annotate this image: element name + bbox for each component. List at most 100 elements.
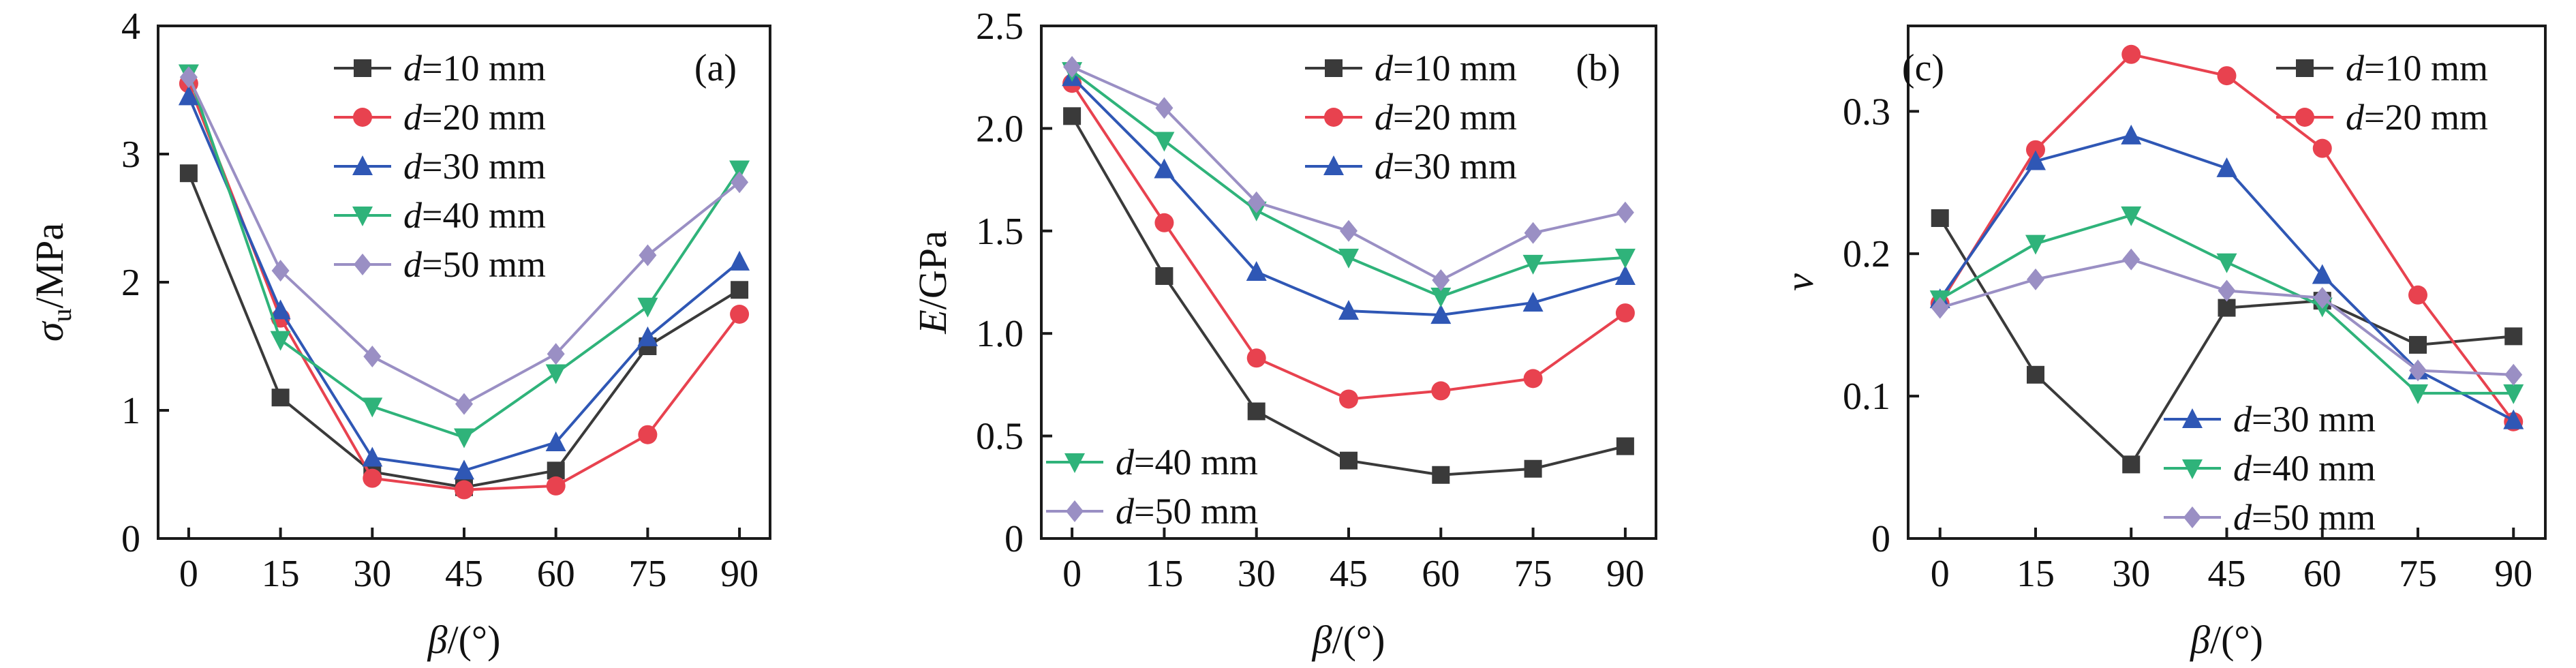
- data-point-d20: [363, 468, 382, 488]
- x-tick-label: 60: [2303, 553, 2342, 595]
- legend-label-d20: d=20 mm: [403, 97, 546, 138]
- data-point-d30: [1338, 300, 1359, 320]
- legend-marker-d10: [1325, 59, 1343, 77]
- data-point-d20: [2217, 66, 2237, 86]
- data-point-d20: [455, 480, 474, 500]
- data-point-d20: [2408, 285, 2427, 305]
- series-line-d10: [1071, 115, 1626, 476]
- data-point-d50: [271, 260, 290, 282]
- y-tick-label: 0.5: [976, 416, 1024, 458]
- legend-label-d10: d=10 mm: [403, 48, 546, 89]
- data-point-d50: [1931, 297, 1949, 319]
- legend: d=10 mm d=20 mm: [2276, 48, 2488, 138]
- y-tick-label: 0: [1005, 518, 1024, 560]
- data-point-d50: [2122, 248, 2141, 271]
- x-tick-label: 0: [179, 553, 198, 595]
- data-point-d20: [730, 305, 750, 324]
- data-point-d50: [2313, 286, 2331, 309]
- legend-label-d30: d=30 mm: [403, 146, 546, 187]
- legend-label-d20: d=20 mm: [1375, 97, 1517, 138]
- y-tick-label: 4: [121, 5, 140, 48]
- legend-marker-d30: [2182, 408, 2203, 428]
- x-tick-label: 60: [537, 553, 575, 595]
- y-axis-title: ν: [1777, 273, 1822, 291]
- data-point-d50: [179, 66, 198, 89]
- data-point-d10: [731, 281, 749, 299]
- x-tick-label: 75: [2399, 553, 2437, 595]
- series-d50: [1063, 56, 1634, 291]
- legend-marker-d20: [353, 108, 372, 127]
- data-point-d10: [1063, 107, 1082, 125]
- legend-marker-d40: [2182, 459, 2203, 479]
- data-point-d40: [270, 331, 291, 351]
- data-point-d30: [1430, 304, 1452, 324]
- chart-panel-a: 0 15 30 45 60 75 90 0 1 2 3 4 β/(°) σu/MPa d=10 mm d=20…: [27, 5, 771, 662]
- x-axis-title: β/(°): [1312, 618, 1385, 662]
- data-point-d40: [1430, 288, 1452, 308]
- data-point-d10: [179, 164, 198, 183]
- data-point-d30: [2503, 409, 2524, 429]
- data-point-d10: [1616, 437, 1634, 455]
- data-point-d30: [729, 250, 750, 271]
- legend-marker-d10: [2296, 59, 2314, 77]
- series-line-d50: [1071, 65, 1626, 282]
- series-d40: [1062, 62, 1636, 308]
- y-tick-label: 0: [121, 518, 140, 560]
- y-tick-label: 2.5: [976, 5, 1024, 48]
- panel-label: (a): [694, 47, 737, 89]
- series-d10: [1063, 107, 1634, 484]
- x-tick-label: 30: [2112, 553, 2150, 595]
- legend-label-d40: d=40 mm: [403, 195, 546, 236]
- chart-panel-c: 0 15 30 45 60 75 90 0 0.1 0.2 0.3 β/(°) ν d=10 mm d=20…: [1777, 25, 2547, 662]
- data-point-d10: [2409, 335, 2427, 354]
- data-point-d30: [454, 459, 474, 480]
- x-tick-label: 15: [262, 553, 300, 595]
- x-tick-label: 15: [2017, 553, 2055, 595]
- data-point-d30: [2025, 150, 2046, 170]
- y-tick-label: 1: [121, 390, 140, 432]
- x-tick-label: 90: [1606, 553, 1644, 595]
- data-point-d50: [1616, 201, 1634, 224]
- panel-label: (c): [1902, 47, 1944, 89]
- data-point-d40: [2503, 384, 2524, 404]
- legend-label-d40: d=40 mm: [2233, 448, 2376, 489]
- data-point-d40: [1154, 132, 1175, 152]
- series-d30: [1929, 124, 2524, 429]
- legend-label-d50: d=50 mm: [2233, 497, 2376, 538]
- series-line-d30: [1939, 134, 2515, 422]
- y-tick-label: 2: [121, 262, 140, 304]
- data-point-d50: [731, 171, 749, 194]
- series-d30: [178, 85, 750, 480]
- data-point-d10: [1432, 466, 1450, 484]
- x-tick-label: 75: [628, 553, 666, 595]
- series-d50: [179, 66, 749, 415]
- chart-panel-b: 0 15 30 45 60 75 90 0 0.5 1.0 1.5 2.0 2.5 β/(°) E/GPa d…: [910, 5, 1657, 662]
- legend-marker-d40: [352, 207, 373, 226]
- legend-marker-d50: [354, 254, 371, 275]
- data-point-d10: [2027, 365, 2044, 384]
- legend-label-d50: d=50 mm: [403, 244, 546, 285]
- data-point-d50: [1063, 56, 1082, 78]
- data-point-d50: [2409, 359, 2427, 382]
- legend-marker-d20: [1324, 108, 1343, 127]
- data-point-d30: [178, 85, 199, 106]
- data-point-d40: [729, 160, 750, 181]
- x-tick-label: 75: [1514, 553, 1552, 595]
- data-point-d50: [639, 244, 657, 267]
- data-point-d20: [1431, 381, 1451, 401]
- data-point-d20: [2312, 138, 2332, 158]
- legend-marker-d40: [1064, 453, 1085, 473]
- x-tick-label: 45: [1330, 553, 1368, 595]
- data-point-d50: [1432, 269, 1450, 291]
- data-point-d20: [1523, 369, 1543, 389]
- y-tick-label: 0.2: [1843, 233, 1890, 275]
- legend: d=40 mm d=50 mm: [1046, 442, 1258, 532]
- x-tick-label: 45: [445, 553, 483, 595]
- y-tick-label: 1.5: [976, 211, 1024, 253]
- y-tick-label: 0.3: [1843, 91, 1890, 133]
- legend-label-d10: d=10 mm: [1375, 48, 1517, 89]
- x-tick-label: 30: [1238, 553, 1276, 595]
- data-point-d30: [1246, 260, 1267, 281]
- data-point-d40: [637, 297, 658, 318]
